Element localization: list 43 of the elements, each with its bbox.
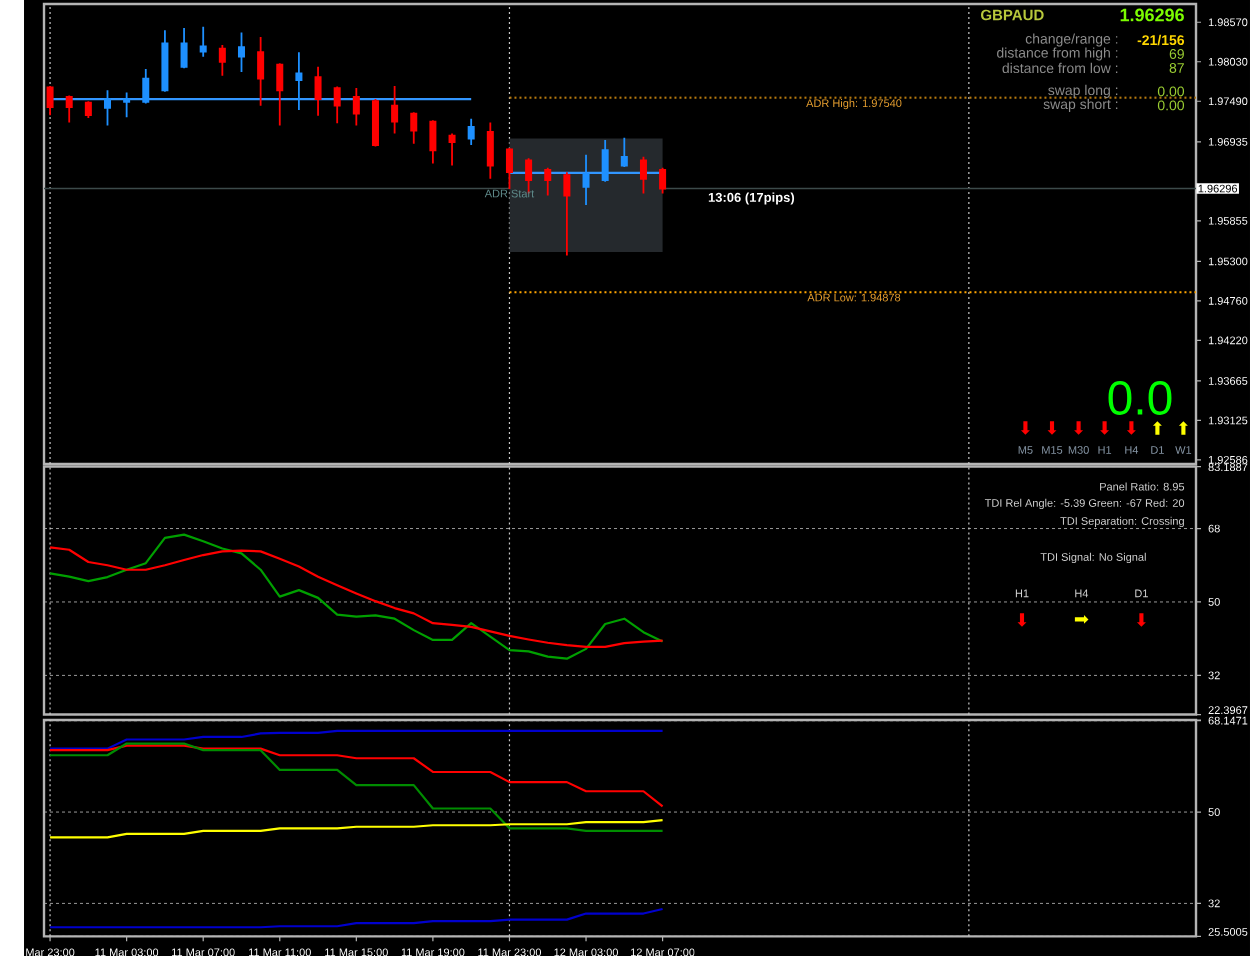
line-series: [48, 533, 664, 660]
annotation: ⬇: [1047, 421, 1057, 435]
annotation: ⬇: [1136, 613, 1146, 627]
candlestick: [391, 84, 399, 135]
candlestick: [467, 117, 475, 147]
candlestick: [486, 121, 494, 180]
candlestick: [563, 171, 571, 257]
annotation: ⬆: [1152, 421, 1162, 435]
candlestick: [84, 100, 92, 119]
annotation: ⬇: [1074, 421, 1084, 435]
candlestick: [314, 65, 322, 117]
candlestick: [333, 85, 341, 125]
annotation: ⬇: [1020, 421, 1030, 435]
candlestick: [371, 98, 379, 148]
annotation: ⬇: [1100, 421, 1110, 435]
candlestick: [123, 91, 131, 119]
candlestick: [180, 27, 188, 70]
candlestick: [276, 62, 284, 127]
annotation: ➡: [1074, 614, 1089, 624]
candlestick: [429, 119, 437, 165]
candlestick: [410, 111, 418, 145]
candlestick: [46, 84, 54, 117]
candlestick: [352, 87, 360, 127]
candlestick: [544, 166, 552, 197]
candlestick: [505, 147, 513, 190]
annotation: ⬆: [1178, 421, 1188, 435]
candlestick: [65, 94, 73, 124]
candlestick: [257, 35, 265, 107]
candlestick: [161, 29, 169, 93]
annotation: 0.0: [1108, 381, 1172, 415]
annotation: 1.96296: [1120, 8, 1184, 22]
candlestick: [620, 136, 628, 168]
annotation: ⬇: [1126, 421, 1136, 435]
annotation: ⬇: [1017, 613, 1027, 627]
candlestick: [659, 166, 667, 195]
candlestick: [601, 139, 609, 183]
candlestick: [295, 51, 303, 111]
candlestick: [582, 153, 590, 206]
candlestick: [639, 155, 647, 195]
candlestick: [448, 132, 456, 167]
candlestick: [199, 25, 207, 58]
candlestick: [142, 68, 150, 105]
candlestick: [218, 44, 226, 77]
